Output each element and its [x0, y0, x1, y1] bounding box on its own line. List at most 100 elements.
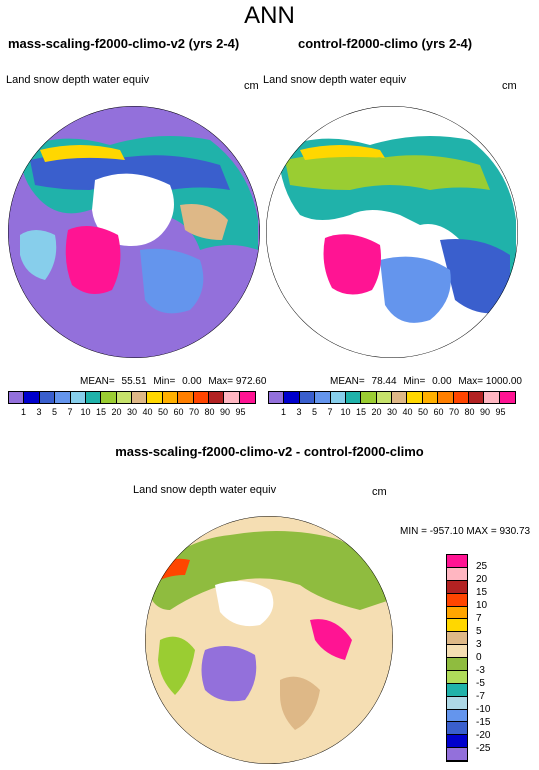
panel2-units: cm — [502, 80, 517, 92]
colorbar-swatch — [224, 392, 240, 403]
panel1-mean: 55.51 — [121, 376, 147, 387]
colorbar-swatch — [407, 392, 423, 403]
colorbar-swatch — [484, 392, 500, 403]
colorbar-swatch — [330, 392, 346, 403]
colorbar-tick-label: 1 — [20, 407, 27, 417]
colorbar-swatch — [315, 392, 331, 403]
panel1-title: mass-scaling-f2000-climo-v2 (yrs 2-4) — [8, 36, 240, 51]
colorbar-tick-label: 1 — [280, 407, 287, 417]
colorbar-swatch — [447, 567, 467, 581]
colorbar-tick-label: 60 — [433, 407, 444, 417]
panel1-stats: MEAN= 55.51 Min= 0.00 Max= 972.60 — [80, 376, 266, 387]
colorbar-swatch — [447, 735, 467, 749]
colorbar-swatch — [193, 392, 209, 403]
colorbar-swatch — [116, 392, 132, 403]
colorbar-swatch — [447, 606, 467, 620]
colorbar-swatch — [162, 392, 179, 403]
panel1-max: 972.60 — [235, 376, 267, 387]
colorbar-swatch — [468, 392, 485, 403]
colorbar-tick-label: 80 — [204, 407, 215, 417]
colorbar-swatch — [39, 392, 56, 403]
colorbar-tick-label: 90 — [479, 407, 491, 417]
panel2-stats: MEAN= 78.44 Min= 0.00 Max= 1000.00 — [330, 376, 522, 387]
colorbar-swatch — [208, 392, 225, 403]
colorbar-swatch — [299, 392, 316, 403]
colorbar-tick-label: 7 — [67, 407, 73, 417]
colorbar-tick-label: 40 — [402, 407, 413, 417]
panel2-mean: 78.44 — [371, 376, 397, 387]
panel2-map — [266, 106, 518, 358]
colorbar-swatch — [453, 392, 469, 403]
panel2-max-label: Max= — [458, 376, 484, 387]
diff-panel-units: cm — [372, 486, 387, 498]
colorbar-tick-label: -5 — [476, 678, 485, 689]
colorbar-swatch — [447, 696, 467, 710]
colorbar-swatch — [499, 392, 515, 403]
colorbar-swatch — [70, 392, 86, 403]
colorbar-swatch — [447, 683, 467, 697]
colorbar-swatch — [101, 392, 117, 403]
colorbar-swatch — [438, 392, 454, 403]
panel2-colorbar — [268, 391, 516, 404]
colorbar-swatch — [392, 392, 408, 403]
colorbar-tick-label: 20 — [111, 407, 122, 417]
panel2-mean-label: MEAN= — [330, 376, 365, 387]
colorbar-tick-label: -20 — [476, 730, 491, 741]
colorbar-tick-label: 95 — [495, 407, 506, 417]
panel2-min: 0.00 — [432, 376, 452, 387]
colorbar-swatch — [9, 392, 25, 403]
colorbar-tick-label: 80 — [464, 407, 475, 417]
colorbar-swatch — [447, 645, 467, 658]
panel2-min-label: Min= — [403, 376, 426, 387]
colorbar-tick-label: 90 — [219, 407, 231, 417]
diff-panel-minmax: MIN = -957.10 MAX = 930.73 — [400, 526, 531, 537]
panel1-max-label: Max= — [208, 376, 234, 387]
colorbar-tick-label: 20 — [476, 574, 488, 585]
colorbar-swatch — [284, 392, 300, 403]
colorbar-tick-label: 30 — [386, 407, 398, 417]
colorbar-tick-label: 10 — [476, 600, 488, 611]
colorbar-swatch — [447, 632, 467, 646]
colorbar-swatch — [447, 555, 467, 568]
figure-title: ANN — [244, 2, 295, 29]
panel1-colorbar-ticks: 1 3 5 7 10 15 20 30 40 50 60 70 80 90 95 — [0, 407, 539, 419]
colorbar-tick-label: 5 — [51, 407, 58, 417]
colorbar-swatch — [447, 748, 467, 761]
colorbar-tick-label: 10 — [80, 407, 91, 417]
panel2-max: 1000.00 — [485, 376, 522, 387]
colorbar-swatch — [447, 619, 467, 633]
panel2-variable: Land snow depth water equiv — [263, 74, 407, 86]
colorbar-tick-label: 15 — [95, 407, 107, 417]
colorbar-tick-label: 3 — [476, 639, 482, 650]
panel1-units: cm — [244, 80, 259, 92]
colorbar-tick-label: 50 — [157, 407, 169, 417]
colorbar-tick-label: 25 — [476, 561, 488, 572]
panel2-colorbar-ticks: 1 3 5 7 10 15 20 30 40 50 60 70 80 90 95 — [0, 407, 539, 419]
colorbar-tick-label: -3 — [476, 665, 485, 676]
colorbar-tick-label: 70 — [448, 407, 460, 417]
colorbar-swatch — [447, 658, 467, 671]
panel3-map — [145, 516, 393, 764]
colorbar-tick-label: 7 — [327, 407, 333, 417]
colorbar-swatch — [447, 580, 467, 594]
colorbar-swatch — [55, 392, 71, 403]
colorbar-swatch — [147, 392, 163, 403]
colorbar-tick-label: 0 — [476, 652, 482, 663]
colorbar-tick-label: 20 — [371, 407, 382, 417]
colorbar-swatch — [24, 392, 40, 403]
colorbar-swatch — [447, 670, 467, 684]
colorbar-tick-label: 5 — [476, 626, 482, 637]
colorbar-tick-label: -10 — [476, 704, 491, 715]
colorbar-swatch — [376, 392, 392, 403]
colorbar-tick-label: -7 — [476, 691, 485, 702]
colorbar-swatch — [178, 392, 194, 403]
panel1-min: 0.00 — [182, 376, 202, 387]
colorbar-tick-label: 50 — [417, 407, 429, 417]
colorbar-tick-label: 15 — [476, 587, 488, 598]
colorbar-tick-label: 10 — [340, 407, 351, 417]
colorbar-tick-label: 15 — [355, 407, 367, 417]
diff-panel-title: mass-scaling-f2000-climo-v2 - control-f2… — [115, 444, 424, 459]
colorbar-tick-label: 40 — [142, 407, 153, 417]
colorbar-tick-label: -15 — [476, 717, 491, 728]
